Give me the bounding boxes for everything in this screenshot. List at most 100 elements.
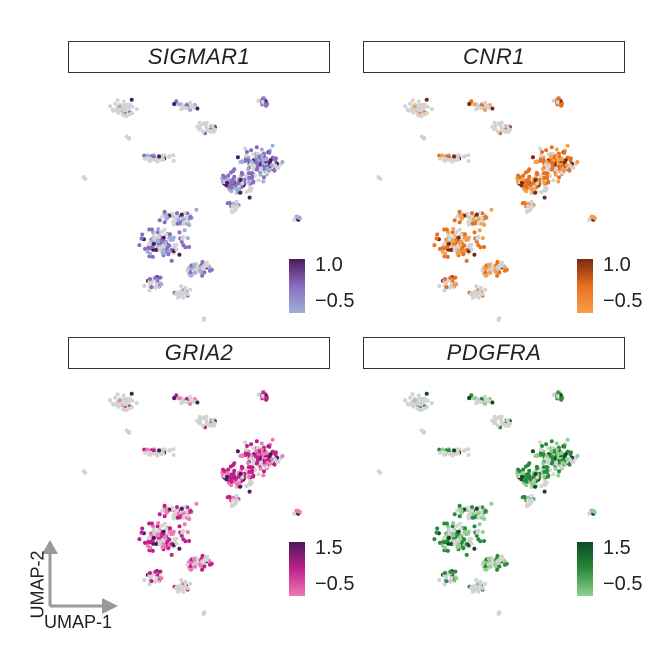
cell-point bbox=[591, 214, 595, 219]
cell-point bbox=[452, 218, 457, 223]
cell-point bbox=[448, 569, 453, 574]
cell-point bbox=[167, 537, 172, 542]
cell-point bbox=[528, 205, 533, 209]
cell-point bbox=[179, 239, 184, 244]
cell-point bbox=[247, 188, 252, 193]
cell-point bbox=[251, 152, 256, 157]
cell-point bbox=[549, 167, 554, 172]
cell-point bbox=[456, 538, 461, 543]
cell-point bbox=[159, 576, 164, 581]
cell-point bbox=[474, 107, 479, 112]
cell-point bbox=[442, 582, 447, 587]
cell-point bbox=[149, 521, 154, 526]
cell-point bbox=[200, 553, 205, 558]
cell-point bbox=[208, 128, 213, 133]
cell-point bbox=[200, 567, 205, 572]
cell-point bbox=[451, 529, 456, 534]
cell-point bbox=[211, 128, 216, 133]
cell-point bbox=[262, 469, 266, 474]
cell-point bbox=[145, 249, 150, 254]
cell-point bbox=[159, 158, 164, 162]
cell-point bbox=[280, 160, 285, 164]
cell-point bbox=[171, 447, 176, 452]
cell-point bbox=[247, 175, 252, 180]
cell-point bbox=[543, 456, 548, 461]
cell-point bbox=[457, 220, 462, 225]
cell-point bbox=[467, 395, 472, 400]
cell-point bbox=[262, 460, 267, 465]
cell-point bbox=[480, 236, 485, 241]
cell-point bbox=[468, 292, 473, 297]
cell-point bbox=[172, 243, 177, 248]
cell-point bbox=[191, 399, 196, 404]
cell-point bbox=[422, 135, 427, 140]
cell-point bbox=[540, 444, 544, 448]
cell-point bbox=[556, 473, 561, 478]
cell-point bbox=[497, 316, 502, 321]
cell-point bbox=[230, 180, 235, 185]
cell-point bbox=[551, 392, 556, 397]
cell-point bbox=[229, 479, 234, 484]
cell-point bbox=[498, 122, 503, 127]
cell-point bbox=[403, 398, 408, 403]
cell-point bbox=[560, 166, 565, 171]
cell-point bbox=[533, 484, 538, 489]
cell-point bbox=[129, 391, 134, 396]
cell-point bbox=[237, 481, 241, 486]
cell-point bbox=[156, 227, 161, 231]
cell-point bbox=[500, 260, 504, 265]
cell-point bbox=[111, 108, 116, 113]
cell-point bbox=[453, 569, 458, 574]
axis-y-label: UMAP-2 bbox=[27, 550, 48, 619]
cell-point bbox=[272, 462, 277, 467]
cell-point bbox=[469, 247, 474, 252]
cell-point bbox=[470, 211, 474, 216]
cell-point bbox=[528, 477, 533, 482]
cell-point bbox=[145, 543, 150, 548]
cell-point bbox=[424, 391, 429, 396]
cell-point bbox=[198, 126, 203, 131]
cell-point bbox=[81, 469, 86, 474]
cell-point bbox=[151, 241, 156, 246]
cell-point bbox=[567, 462, 572, 467]
cell-point bbox=[437, 447, 442, 452]
cell-point bbox=[156, 529, 161, 534]
cell-point bbox=[137, 537, 142, 542]
cell-point bbox=[244, 153, 248, 158]
cell-point bbox=[177, 546, 182, 551]
cell-point bbox=[474, 212, 479, 217]
cell-point bbox=[445, 548, 450, 553]
cell-point bbox=[461, 252, 466, 257]
cell-point bbox=[126, 401, 131, 405]
cell-point bbox=[492, 120, 497, 125]
cell-point bbox=[474, 533, 479, 538]
umap-plot-gria2 bbox=[81, 389, 302, 616]
cell-point bbox=[520, 180, 524, 185]
cell-point bbox=[171, 220, 176, 224]
cell-point bbox=[177, 252, 182, 257]
cell-point bbox=[171, 452, 176, 457]
cell-point bbox=[211, 422, 216, 427]
cell-point bbox=[478, 291, 483, 296]
cell-point bbox=[409, 402, 414, 407]
cell-point bbox=[292, 511, 297, 516]
cell-point bbox=[442, 540, 447, 545]
cell-point bbox=[200, 129, 205, 134]
cell-point bbox=[159, 230, 164, 234]
legend-low-value: −0.5 bbox=[603, 573, 643, 595]
cell-point bbox=[267, 150, 272, 155]
cell-point bbox=[432, 243, 437, 248]
cell-point bbox=[499, 263, 504, 268]
cell-point bbox=[542, 175, 547, 180]
cell-point bbox=[412, 104, 417, 109]
cell-point bbox=[452, 512, 457, 517]
cell-point bbox=[134, 107, 139, 112]
cell-point bbox=[556, 452, 561, 457]
cell-point bbox=[193, 564, 197, 569]
cell-point bbox=[172, 101, 177, 106]
cell-point bbox=[259, 460, 263, 465]
cell-point bbox=[292, 217, 297, 222]
cell-point bbox=[159, 524, 164, 528]
cell-point bbox=[140, 232, 145, 237]
cell-point bbox=[157, 248, 162, 253]
